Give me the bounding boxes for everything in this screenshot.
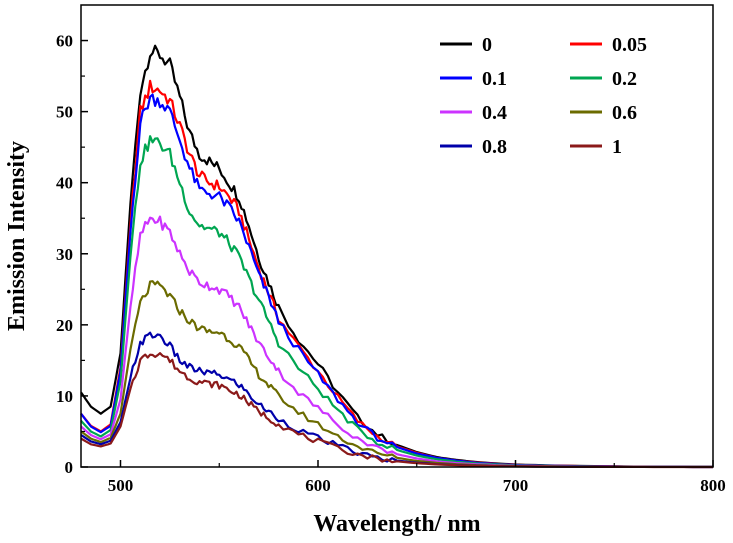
series-line-0-6 <box>80 280 713 469</box>
legend-label: 1 <box>612 136 622 158</box>
y-tick-label: 40 <box>56 174 73 193</box>
x-axis-title: Wavelength/ nm <box>313 511 480 537</box>
x-tick-label: 700 <box>503 476 529 495</box>
legend-label: 0.4 <box>482 102 507 124</box>
y-tick-label: 30 <box>56 245 73 264</box>
legend-label: 0.2 <box>612 68 637 90</box>
series-layer <box>80 44 713 469</box>
y-tick-label: 50 <box>56 103 73 122</box>
y-tick-label: 0 <box>65 458 74 477</box>
legend-label: 0.6 <box>612 102 637 124</box>
plot-frame <box>80 4 714 468</box>
y-tick-label: 10 <box>56 387 73 406</box>
series-line-1 <box>80 352 713 469</box>
legend: 0 0.05 0.1 0.2 0.4 0.6 0.8 1 <box>440 34 647 158</box>
y-tick-label: 60 <box>56 32 73 51</box>
x-tick-label: 600 <box>305 476 331 495</box>
ticks-layer <box>81 39 714 468</box>
y-axis-title: Emission Intensity <box>4 141 30 331</box>
x-tick-label: 500 <box>108 476 134 495</box>
legend-label: 0.05 <box>612 34 647 56</box>
legend-label: 0.8 <box>482 136 507 158</box>
legend-label: 0 <box>482 34 492 56</box>
series-line-0-4 <box>80 215 713 469</box>
x-tick-label: 800 <box>700 476 726 495</box>
y-tick-label: 20 <box>56 316 73 335</box>
legend-label: 0.1 <box>482 68 507 90</box>
